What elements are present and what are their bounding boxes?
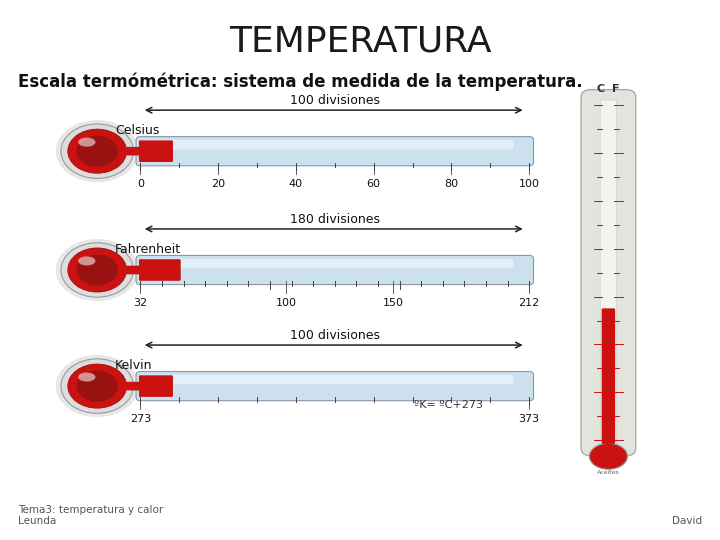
Text: 150: 150	[382, 298, 404, 308]
Text: Escala termómétrica: sistema de medida de la temperatura.: Escala termómétrica: sistema de medida d…	[18, 73, 582, 91]
FancyBboxPatch shape	[136, 372, 534, 401]
FancyBboxPatch shape	[136, 137, 534, 166]
Text: 20: 20	[211, 179, 225, 189]
FancyBboxPatch shape	[602, 308, 615, 444]
Text: 100: 100	[276, 298, 297, 308]
Text: 212: 212	[518, 298, 540, 308]
Ellipse shape	[68, 248, 127, 292]
Text: 0: 0	[137, 179, 144, 189]
Text: 373: 373	[518, 414, 540, 424]
Text: 273: 273	[130, 414, 151, 424]
Text: Celsius: Celsius	[115, 124, 160, 137]
Text: TEMPERATURA: TEMPERATURA	[229, 24, 491, 58]
Text: David: David	[672, 516, 702, 526]
Text: 100: 100	[518, 179, 540, 189]
FancyBboxPatch shape	[581, 90, 636, 456]
FancyBboxPatch shape	[96, 382, 148, 390]
Text: 100 divisiones: 100 divisiones	[289, 329, 380, 342]
Text: 60: 60	[366, 179, 381, 189]
Ellipse shape	[55, 239, 139, 301]
Ellipse shape	[68, 129, 127, 173]
Text: Tema3: temperatura y calor
Leunda: Tema3: temperatura y calor Leunda	[18, 505, 163, 526]
FancyBboxPatch shape	[136, 255, 534, 285]
FancyBboxPatch shape	[139, 375, 173, 397]
Ellipse shape	[55, 120, 139, 183]
Ellipse shape	[76, 254, 118, 286]
Ellipse shape	[61, 124, 133, 178]
Ellipse shape	[76, 370, 118, 402]
Text: 180 divisiones: 180 divisiones	[289, 213, 380, 226]
Ellipse shape	[78, 138, 96, 147]
Ellipse shape	[76, 136, 118, 167]
Ellipse shape	[61, 243, 133, 297]
Ellipse shape	[61, 359, 133, 413]
FancyBboxPatch shape	[142, 259, 513, 268]
FancyBboxPatch shape	[142, 140, 513, 150]
Text: 32: 32	[133, 298, 148, 308]
FancyBboxPatch shape	[96, 266, 148, 274]
FancyBboxPatch shape	[142, 375, 513, 384]
Ellipse shape	[78, 256, 96, 266]
Text: Fahrenheit: Fahrenheit	[115, 243, 181, 256]
Ellipse shape	[78, 373, 96, 382]
Text: 80: 80	[444, 179, 459, 189]
FancyBboxPatch shape	[139, 140, 173, 162]
Text: ºK= ºC+273: ºK= ºC+273	[414, 400, 483, 410]
Ellipse shape	[55, 355, 139, 417]
Text: Kelvin: Kelvin	[115, 359, 153, 372]
FancyBboxPatch shape	[600, 100, 616, 446]
Text: 40: 40	[289, 179, 303, 189]
Text: C: C	[597, 84, 605, 94]
Text: 100 divisiones: 100 divisiones	[289, 94, 380, 107]
Ellipse shape	[68, 364, 127, 408]
Text: Aceites: Aceites	[597, 470, 620, 475]
FancyBboxPatch shape	[96, 147, 148, 156]
Text: F: F	[612, 84, 620, 94]
FancyBboxPatch shape	[139, 259, 181, 281]
Ellipse shape	[590, 443, 627, 469]
